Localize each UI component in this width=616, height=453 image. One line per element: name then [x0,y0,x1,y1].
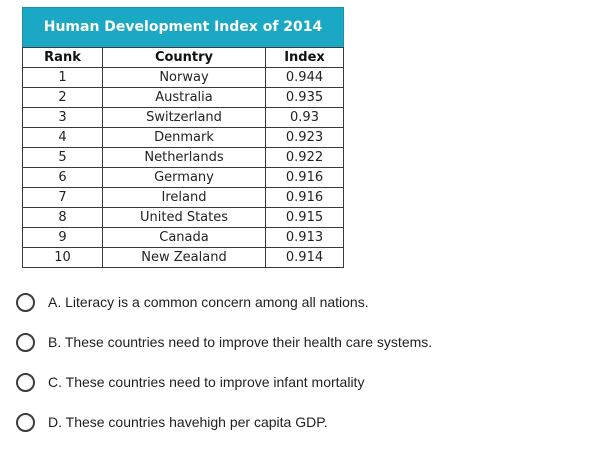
table-row: 8 United States 0.915 [22,207,344,228]
hdi-table-container: Human Development Index of 2014 Rank Cou… [22,7,344,268]
country-cell: Switzerland [102,107,266,128]
index-cell: 0.913 [265,227,344,248]
country-cell: Australia [102,87,266,108]
answer-label-c: C. These countries need to improve infan… [48,374,365,390]
answer-options: A. Literacy is a common concern among al… [16,291,606,451]
rank-cell: 8 [22,207,103,228]
index-cell: 0.935 [265,87,344,108]
index-cell: 0.923 [265,127,344,148]
index-cell: 0.916 [265,167,344,188]
rank-cell: 1 [22,67,103,88]
rank-cell: 9 [22,227,103,248]
answer-option-a[interactable]: A. Literacy is a common concern among al… [16,291,606,313]
column-header-country: Country [102,47,266,68]
index-cell: 0.93 [265,107,344,128]
table-title: Human Development Index of 2014 [22,7,344,47]
table-row: 6 Germany 0.916 [22,167,344,188]
country-cell: Canada [102,227,266,248]
rank-cell: 6 [22,167,103,188]
index-cell: 0.922 [265,147,344,168]
answer-option-b[interactable]: B. These countries need to improve their… [16,331,606,353]
index-cell: 0.916 [265,187,344,208]
index-cell: 0.944 [265,67,344,88]
rank-cell: 7 [22,187,103,208]
rank-cell: 5 [22,147,103,168]
country-cell: Norway [102,67,266,88]
rank-cell: 4 [22,127,103,148]
country-cell: United States [102,207,266,228]
country-cell: Netherlands [102,147,266,168]
answer-option-c[interactable]: C. These countries need to improve infan… [16,371,606,393]
index-cell: 0.915 [265,207,344,228]
country-cell: Germany [102,167,266,188]
radio-button-c[interactable] [16,372,35,392]
country-cell: Ireland [102,187,266,208]
index-cell: 0.914 [265,247,344,268]
table-header-row: Rank Country Index [22,47,344,68]
answer-label-d: D. These countries havehigh per capita G… [48,414,328,430]
hdi-table: Human Development Index of 2014 Rank Cou… [22,7,344,268]
table-row: 9 Canada 0.913 [22,227,344,248]
radio-button-a[interactable] [16,292,35,312]
answer-label-b: B. These countries need to improve their… [48,334,433,350]
column-header-index: Index [265,47,344,68]
country-cell: New Zealand [102,247,266,268]
table-row: 10 New Zealand 0.914 [22,247,344,268]
answer-label-a: A. Literacy is a common concern among al… [48,294,369,310]
rank-cell: 3 [22,107,103,128]
rank-cell: 2 [22,87,103,108]
country-cell: Denmark [102,127,266,148]
table-row: 1 Norway 0.944 [22,67,344,88]
radio-button-b[interactable] [16,332,35,352]
table-row: 5 Netherlands 0.922 [22,147,344,168]
table-row: 7 Ireland 0.916 [22,187,344,208]
radio-button-d[interactable] [16,412,35,432]
table-row: 3 Switzerland 0.93 [22,107,344,128]
rank-cell: 10 [22,247,103,268]
column-header-rank: Rank [22,47,103,68]
answer-option-d[interactable]: D. These countries havehigh per capita G… [16,411,606,433]
table-row: 2 Australia 0.935 [22,87,344,108]
table-row: 4 Denmark 0.923 [22,127,344,148]
